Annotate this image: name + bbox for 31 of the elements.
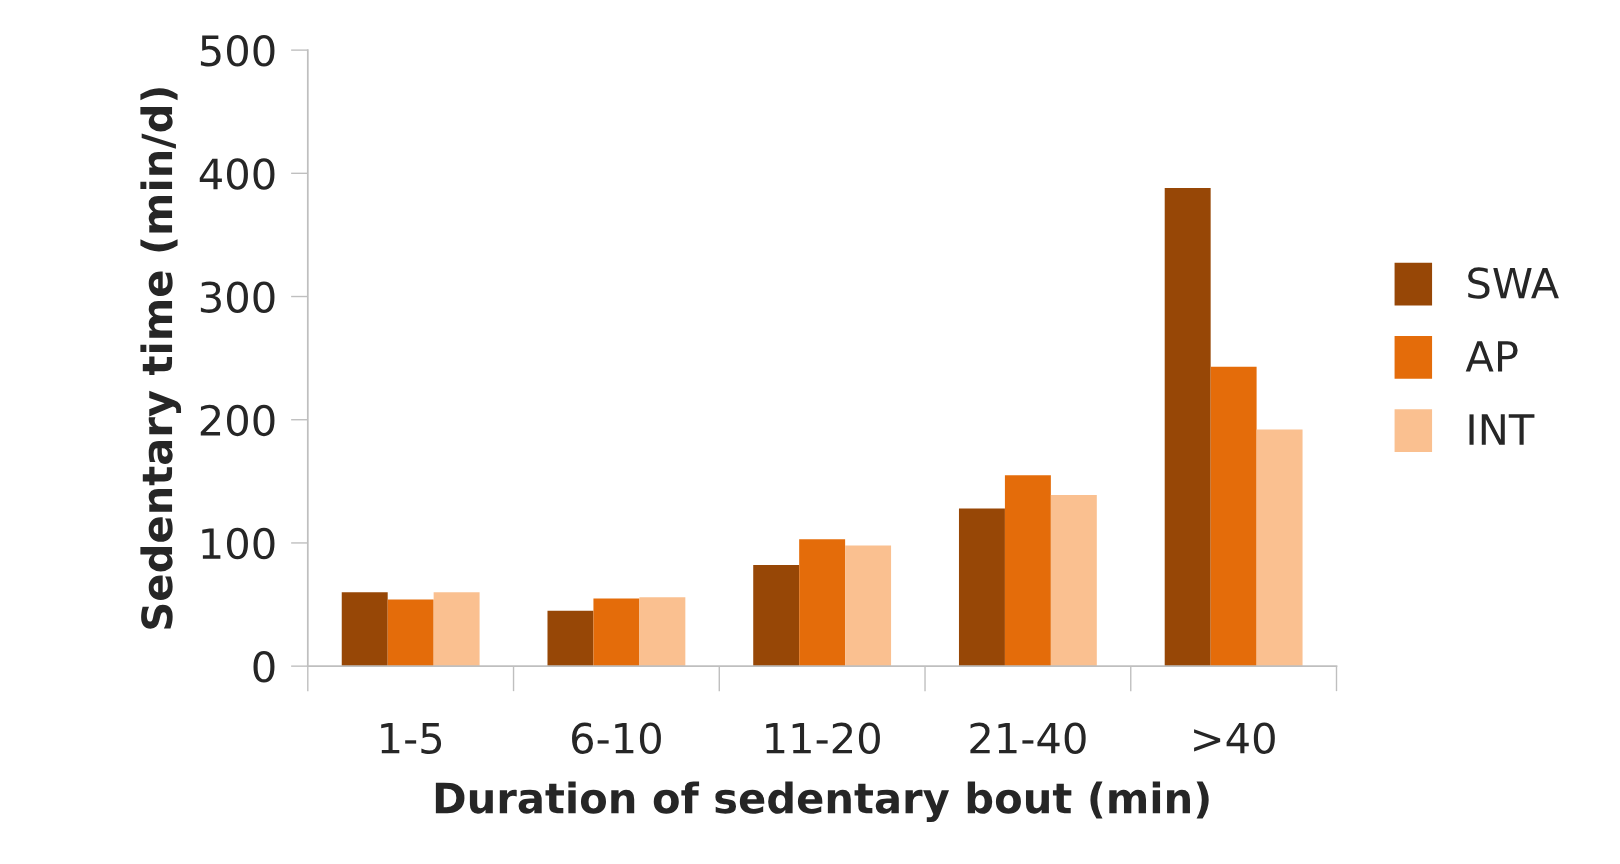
bar	[341, 592, 388, 667]
bar	[799, 539, 846, 667]
x-tick-label: 6-10	[572, 722, 661, 754]
bar	[433, 592, 480, 667]
bar	[639, 597, 686, 667]
x-tick-label: >40	[1194, 722, 1275, 754]
bar	[593, 598, 640, 667]
y-tick-label: 300	[200, 281, 275, 313]
x-tick-label: 11-20	[766, 722, 880, 754]
legend-label: INT	[1469, 414, 1535, 445]
x-tick-label: 21-40	[970, 722, 1086, 754]
bar	[845, 545, 892, 667]
bar	[753, 565, 800, 667]
legend-label: SWA	[1468, 267, 1559, 299]
bar	[1256, 429, 1303, 667]
bar	[547, 610, 594, 667]
y-tick-label: 0	[253, 651, 275, 683]
legend-label: AP	[1465, 341, 1518, 372]
y-axis-title: Sedentary time (min/d)	[140, 88, 182, 629]
bar	[1164, 188, 1211, 667]
x-tick-label: 1-5	[381, 722, 442, 754]
y-tick-label: 100	[202, 527, 275, 560]
y-tick-label: 200	[200, 404, 275, 437]
bar	[387, 599, 434, 667]
bar	[1210, 366, 1257, 667]
bar	[1050, 494, 1097, 667]
bar	[958, 508, 1005, 667]
bar	[1004, 475, 1051, 667]
x-axis-title: Duration of sedentary bout (min)	[435, 781, 1209, 823]
y-tick-label: 400	[199, 158, 275, 190]
y-tick-label: 500	[200, 35, 275, 67]
